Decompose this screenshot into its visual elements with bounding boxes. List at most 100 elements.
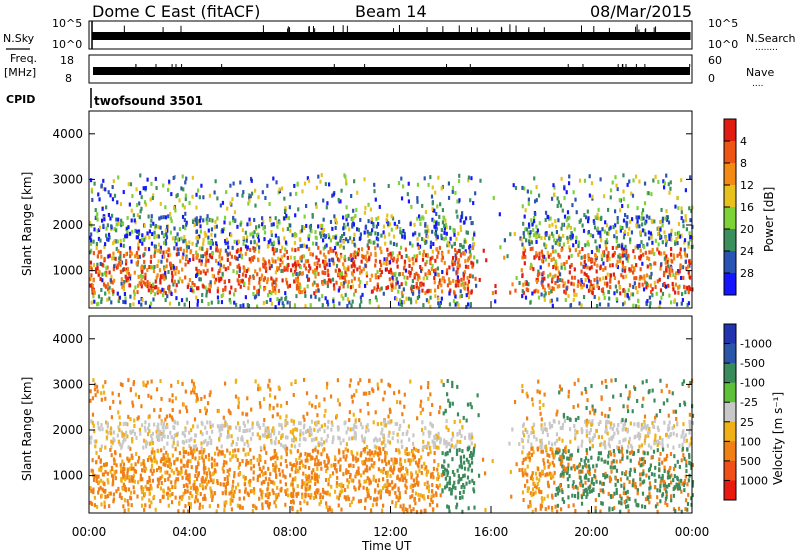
- range-cell: [583, 178, 587, 183]
- range-cell: [235, 249, 238, 254]
- range-cell: [277, 190, 280, 195]
- range-cell: [457, 231, 460, 236]
- range-cell: [661, 473, 664, 478]
- range-cell: [314, 494, 318, 499]
- range-cell: [544, 507, 547, 512]
- range-cell: [184, 504, 187, 509]
- range-cell: [384, 458, 387, 463]
- range-cell: [379, 259, 382, 264]
- range-cell: [244, 251, 247, 256]
- range-cell: [395, 242, 398, 247]
- range-cell: [192, 257, 195, 262]
- range-cell: [530, 446, 533, 451]
- range-cell: [647, 257, 651, 262]
- range-cell: [284, 206, 287, 211]
- range-cell: [248, 277, 251, 282]
- range-cell: [163, 266, 166, 271]
- range-cell: [630, 217, 634, 222]
- range-cell: [580, 261, 583, 266]
- range-cell: [171, 444, 174, 449]
- range-cell: [332, 261, 335, 266]
- range-cell: [324, 266, 327, 271]
- range-cell: [105, 420, 108, 425]
- range-cell: [438, 483, 441, 488]
- range-cell: [684, 259, 687, 264]
- range-cell: [262, 300, 265, 305]
- range-cell: [445, 425, 448, 430]
- range-cell: [137, 231, 141, 236]
- range-cell: [204, 285, 207, 290]
- range-cell: [372, 453, 375, 458]
- range-cell: [421, 203, 424, 208]
- range-cell: [332, 248, 335, 253]
- range-cell: [173, 279, 177, 284]
- range-cell: [436, 503, 439, 508]
- range-cell: [231, 486, 234, 491]
- range-cell: [440, 278, 443, 283]
- range-cell: [314, 421, 317, 426]
- range-cell: [466, 302, 470, 307]
- range-cell: [334, 225, 337, 230]
- range-cell: [130, 251, 133, 256]
- range-cell: [513, 232, 516, 237]
- range-cell: [473, 232, 476, 237]
- range-cell: [267, 482, 270, 487]
- range-cell: [155, 275, 158, 280]
- range-cell: [530, 442, 533, 447]
- range-cell: [228, 251, 231, 256]
- range-cell: [641, 462, 644, 467]
- range-cell: [458, 294, 462, 299]
- range-cell: [152, 282, 155, 287]
- range-cell: [520, 268, 523, 273]
- range-cell: [116, 433, 119, 438]
- range-cell: [566, 216, 570, 221]
- range-cell: [567, 466, 570, 471]
- range-cell: [414, 501, 417, 506]
- range-cell: [397, 181, 401, 186]
- range-cell: [291, 463, 294, 468]
- range-cell: [583, 459, 586, 464]
- range-cell: [360, 259, 363, 264]
- range-cell: [444, 222, 448, 227]
- range-cell: [335, 280, 338, 285]
- range-cell: [152, 269, 156, 274]
- range-cell: [279, 462, 283, 467]
- range-cell: [102, 480, 105, 485]
- range-cell: [188, 200, 191, 205]
- range-cell: [587, 242, 590, 247]
- range-cell: [537, 486, 541, 491]
- range-cell: [345, 454, 348, 459]
- range-cell: [226, 206, 229, 211]
- range-cell: [322, 246, 325, 251]
- range-cell: [160, 457, 163, 462]
- range-cell: [688, 452, 691, 457]
- range-cell: [204, 438, 207, 443]
- range-cell: [195, 398, 198, 403]
- range-cell: [170, 435, 173, 440]
- range-cell: [464, 216, 468, 221]
- range-cell: [262, 262, 265, 267]
- range-cell: [350, 271, 354, 276]
- range-cell: [230, 507, 233, 512]
- cpid-value: twofsound 3501: [94, 94, 203, 108]
- range-cell: [390, 227, 393, 232]
- range-cell: [89, 178, 93, 183]
- range-cell: [641, 208, 645, 213]
- range-cell: [106, 287, 110, 292]
- range-cell: [207, 467, 210, 472]
- range-cell: [98, 197, 101, 202]
- range-cell: [363, 479, 366, 484]
- range-cell: [220, 276, 223, 281]
- range-cell: [191, 280, 194, 285]
- range-cell: [216, 462, 219, 467]
- range-cell: [103, 242, 107, 247]
- range-cell: [669, 465, 672, 470]
- range-cell: [343, 258, 347, 263]
- range-cell: [232, 453, 235, 458]
- range-cell: [222, 264, 226, 269]
- range-cell: [123, 292, 127, 297]
- range-cell: [656, 231, 660, 236]
- range-cell: [90, 267, 93, 272]
- range-cell: [245, 458, 248, 463]
